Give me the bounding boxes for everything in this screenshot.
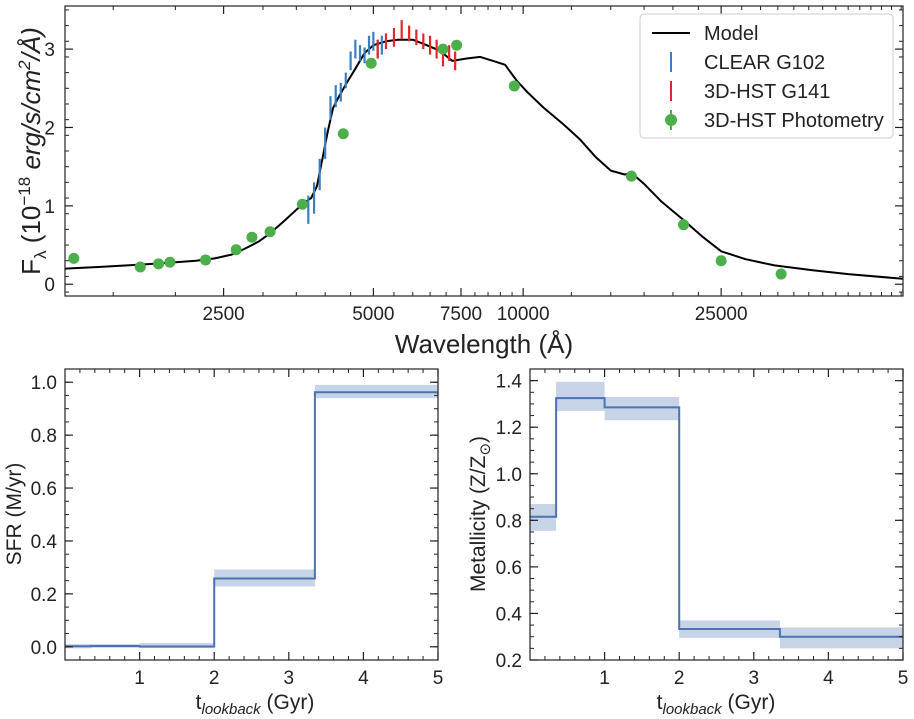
sfr-y-tick-label: 0.8 xyxy=(31,426,57,447)
spectrum-x-tick-label: 7500 xyxy=(440,304,482,325)
sfr-x-tick-label: 5 xyxy=(433,668,444,689)
sfr-step-line xyxy=(65,391,438,648)
sfr-x-tick-label: 3 xyxy=(284,668,295,689)
spectrum-x-tick-label: 25000 xyxy=(695,304,748,325)
metallicity-panel: 0.2 0.4 0.6 0.8 1.0 1.2 1.4 1 2 3 4 5 tlookback (Gy… xyxy=(467,368,909,718)
metallicity-y-tick-label: 0.2 xyxy=(496,651,522,672)
metallicity-ticks: 0.2 0.4 0.6 0.8 1.0 1.2 1.4 1 2 3 4 5 xyxy=(496,368,909,689)
photometry-point xyxy=(451,39,463,51)
metallicity-y-tick-label: 1.4 xyxy=(496,372,523,393)
metallicity-step-line xyxy=(530,397,903,638)
spectrum-x-tick-label: 2500 xyxy=(202,304,244,325)
photometry-point xyxy=(164,256,176,268)
photometry-point xyxy=(437,43,449,55)
photometry-point xyxy=(296,198,308,210)
model-line xyxy=(65,38,903,280)
sfr-x-tick-label: 2 xyxy=(209,668,220,689)
sfr-y-tick-label: 1.0 xyxy=(31,373,57,394)
metallicity-y-tick-label: 0.6 xyxy=(496,558,522,579)
spectrum-y-axis-label: Fλ (10−18 erg/s/cm2/Å) xyxy=(15,27,50,275)
photometry-point xyxy=(153,258,165,270)
legend-model-label: Model xyxy=(704,23,758,45)
spectrum-x-axis-label: Wavelength (Å) xyxy=(395,329,573,359)
metallicity-plot-area xyxy=(530,381,903,649)
spectrum-x-tick-label: 10000 xyxy=(497,304,550,325)
legend-photometry-swatch xyxy=(665,114,677,126)
metallicity-x-tick-label: 3 xyxy=(749,668,760,689)
photometry-point xyxy=(715,255,727,267)
spectrum-series xyxy=(65,20,903,280)
sfr-frame xyxy=(64,368,439,661)
metallicity-uncertainty-band xyxy=(604,396,680,421)
sfr-panel: 0.00.20.40.60.81.01 2 3 4 5 tlookback (Gyr) … xyxy=(3,368,444,718)
metallicity-y-tick-label: 0.4 xyxy=(496,604,523,625)
metallicity-series xyxy=(530,381,903,649)
photometry-point xyxy=(775,268,787,280)
metallicity-x-tick-label: 1 xyxy=(599,668,610,689)
photometry-point xyxy=(677,219,689,231)
photometry-point xyxy=(365,57,377,69)
sfr-y-tick-label: 0.4 xyxy=(31,532,58,553)
sfr-x-tick-label: 4 xyxy=(358,668,369,689)
metallicity-y-axis-label: Metallicity (Z/Z⊙) xyxy=(467,436,494,592)
sfr-x-axis-label: tlookback (Gyr) xyxy=(196,691,315,718)
photometry-point xyxy=(625,170,637,182)
spectrum-y-tick-label: 0 xyxy=(44,275,55,296)
sfr-y-tick-label: 0.6 xyxy=(31,479,57,500)
photometry-point xyxy=(264,226,276,238)
sfr-x-tick-label: 1 xyxy=(134,668,145,689)
metallicity-x-tick-label: 2 xyxy=(674,668,685,689)
clear-g102-series xyxy=(307,31,383,224)
sfr-ticks: 0.0 0.2 0.4 0.6 0.8 1.0 1 2 3 4 5 xyxy=(31,368,444,689)
metallicity-x-axis-label: tlookback (Gyr) xyxy=(657,691,776,718)
hst-g141-series xyxy=(376,20,457,71)
legend-3dhst-g141: 3D-HST G141 xyxy=(670,81,830,103)
legend-g102-label: CLEAR G102 xyxy=(704,52,825,74)
sfr-y-axis-label: SFR (M/yr) xyxy=(3,463,26,566)
photometry-point xyxy=(200,254,212,266)
spectrum-y-tick-label: 1 xyxy=(44,197,55,218)
photometry-point xyxy=(246,231,258,243)
photometry-point xyxy=(230,244,242,256)
spectrum-plot-area xyxy=(65,20,903,280)
legend-clear-g102: CLEAR G102 xyxy=(670,52,825,74)
spectrum-y-tick-label: 3 xyxy=(44,40,55,61)
photometry-point xyxy=(68,252,80,264)
sfr-plot-area xyxy=(65,384,438,649)
photometry-point xyxy=(134,261,146,273)
metallicity-y-tick-label: 1.0 xyxy=(496,465,522,486)
metallicity-frame xyxy=(529,368,904,661)
sfr-series xyxy=(65,384,438,649)
metallicity-y-tick-label: 0.8 xyxy=(496,511,522,532)
sfr-y-tick-label: 0.2 xyxy=(31,585,57,606)
sfr-y-tick-label: 0.0 xyxy=(31,638,57,659)
photometry-point xyxy=(508,80,520,92)
legend-photometry-label: 3D-HST Photometry xyxy=(704,110,884,132)
photometry-series xyxy=(68,39,787,280)
metallicity-y-tick-label: 1.2 xyxy=(496,418,522,439)
spectrum-y-tick-label: 2 xyxy=(44,118,55,139)
photometry-point xyxy=(337,128,349,140)
spectrum-panel: 0 1 2 3 2500 5000 7500 10000 25000 Wavelength (Å… xyxy=(15,5,904,359)
metallicity-x-tick-label: 5 xyxy=(898,668,909,689)
metallicity-uncertainty-band xyxy=(779,627,903,649)
metallicity-x-tick-label: 4 xyxy=(823,668,834,689)
spectrum-legend: Model CLEAR G102 3D-HST G141 3D-HST Phot… xyxy=(639,13,894,139)
legend-box xyxy=(639,13,894,139)
spectrum-ticks: 0 1 2 3 2500 5000 7500 10000 25000 xyxy=(44,6,903,325)
legend-g141-label: 3D-HST G141 xyxy=(704,81,830,103)
spectrum-x-tick-label: 5000 xyxy=(352,304,394,325)
legend-model: Model xyxy=(652,23,758,45)
legend-photometry: 3D-HST Photometry xyxy=(665,110,884,132)
metallicity-uncertainty-band xyxy=(556,381,605,411)
